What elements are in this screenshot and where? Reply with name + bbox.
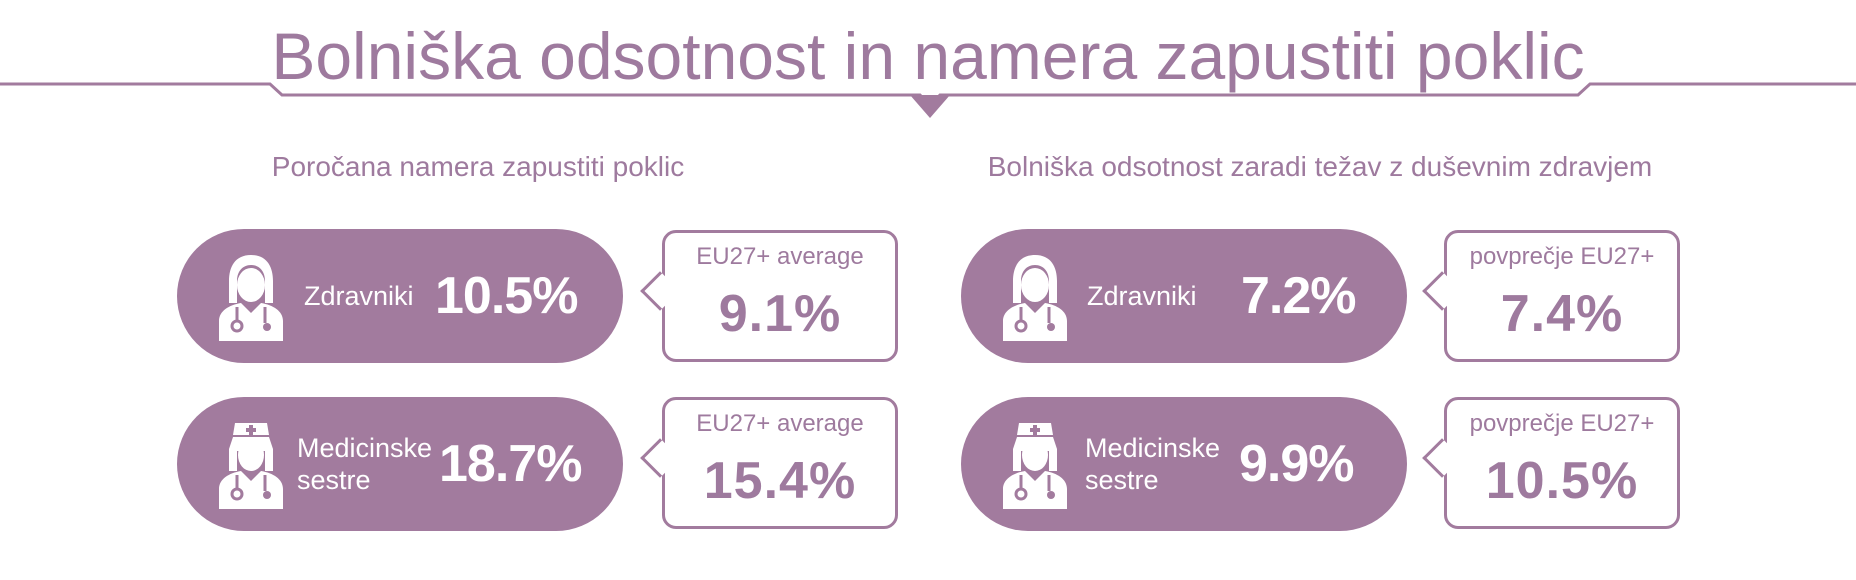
left-nurses-label: Medicinske sestre <box>297 432 432 496</box>
left-nurses-average-bubble: EU27+ average 15.4% <box>640 397 898 529</box>
left-nurses-value: 18.7% <box>439 435 582 493</box>
right-nurses-average-label: povprečje EU27+ <box>1469 410 1655 437</box>
nurse-icon <box>219 423 283 509</box>
right-nurses-average-value: 10.5% <box>1485 452 1639 510</box>
right-doctors-pill: Zdravniki 7.2% <box>961 229 1407 363</box>
right-doctors-label: Zdravniki <box>1087 281 1197 311</box>
left-doctors-label: Zdravniki <box>304 281 414 311</box>
left-doctors-average-label: EU27+ average <box>696 243 864 270</box>
female-doctor-icon <box>1003 255 1067 341</box>
right-nurses-pill: Medicinske sestre 9.9% <box>961 397 1407 531</box>
left-nurses-label-line1: Medicinske <box>297 433 433 463</box>
left-nurses-average-label: EU27+ average <box>696 410 864 437</box>
right-nurses-average-bubble: povprečje EU27+ 10.5% <box>1422 397 1680 529</box>
left-nurses-pill: Medicinske sestre 18.7% <box>177 397 623 531</box>
left-nurses-label-line2: sestre <box>297 465 371 495</box>
right-nurses-label-line2: sestre <box>1085 465 1159 495</box>
left-doctors-average-value: 9.1% <box>718 285 842 343</box>
right-doctors-value: 7.2% <box>1241 267 1357 325</box>
right-nurses-label: Medicinske sestre <box>1085 432 1220 496</box>
left-section-heading: Poročana namera zapustiti poklic <box>271 151 685 182</box>
left-doctors-average-bubble: EU27+ average 9.1% <box>640 230 898 362</box>
header-divider <box>0 82 1856 118</box>
right-nurses-value: 9.9% <box>1239 435 1355 493</box>
right-doctors-average-value: 7.4% <box>1500 285 1624 343</box>
left-doctors-pill: Zdravniki 10.5% <box>177 229 623 363</box>
female-doctor-icon <box>219 255 283 341</box>
page-title: Bolniška odsotnost in namera zapustiti p… <box>271 19 1585 93</box>
right-doctors-average-label: povprečje EU27+ <box>1469 243 1655 270</box>
nurse-icon <box>1003 423 1067 509</box>
right-section-heading: Bolniška odsotnost zaradi težav z duševn… <box>987 151 1653 182</box>
right-doctors-average-bubble: povprečje EU27+ 7.4% <box>1422 230 1680 362</box>
left-doctors-value: 10.5% <box>435 267 578 325</box>
left-nurses-average-value: 15.4% <box>703 452 857 510</box>
right-nurses-label-line1: Medicinske <box>1085 433 1221 463</box>
